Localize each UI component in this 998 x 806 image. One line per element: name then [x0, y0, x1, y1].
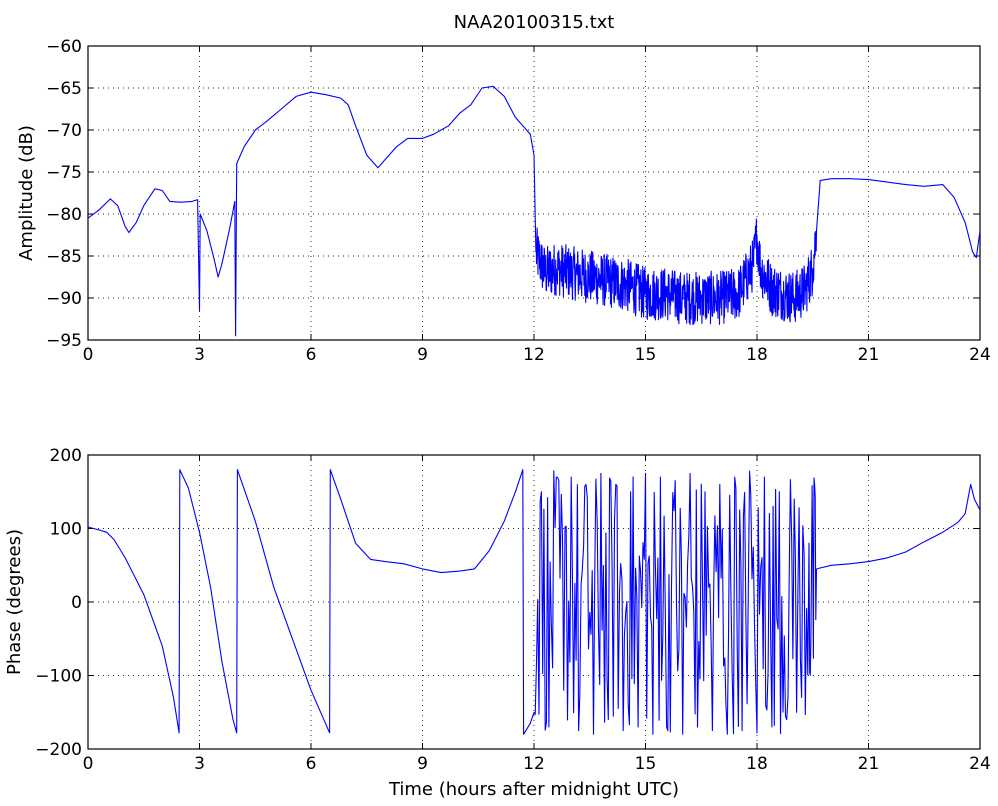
- series-line: [87, 85, 981, 337]
- x-tick-label: 21: [858, 345, 880, 365]
- x-tick-label: 15: [635, 754, 657, 774]
- x-axis-label: Time (hours after midnight UTC): [388, 779, 679, 800]
- y-tick-label: −65: [46, 79, 82, 99]
- y-tick-label: −75: [46, 163, 82, 183]
- x-tick-label: 0: [83, 754, 94, 774]
- amplitude-plot-area: [87, 45, 981, 341]
- y-tick-label: 200: [50, 446, 82, 466]
- x-tick-label: 24: [969, 754, 991, 774]
- x-tick-label: 12: [523, 754, 545, 774]
- x-tick-label: 24: [969, 345, 991, 365]
- y-tick-label: −85: [46, 247, 82, 267]
- x-tick-label: 12: [523, 345, 545, 365]
- series-line: [816, 483, 981, 570]
- phase-chart: 0 3 6 9 12 15 18 21 24 200 100 0 −100 −200 Phase (deg…: [4, 446, 991, 800]
- y-tick-label: −100: [35, 667, 82, 687]
- amplitude-ticks: 0 3 6 9 12 15 18 21 24 −60 −65 −70 −75 −80 −85 −90 −95: [46, 37, 991, 365]
- y-tick-label: −60: [46, 37, 82, 57]
- series-line: [533, 470, 818, 735]
- y-tick-label: −95: [46, 331, 82, 351]
- x-tick-label: 18: [746, 345, 768, 365]
- x-tick-label: 3: [194, 345, 205, 365]
- phase-ticks: 0 3 6 9 12 15 18 21 24 200 100 0 −100 −200: [35, 446, 991, 774]
- phase-y-axis-label: Phase (degrees): [4, 529, 25, 675]
- y-tick-label: −90: [46, 289, 82, 309]
- x-tick-label: 18: [746, 754, 768, 774]
- y-tick-label: −80: [46, 205, 82, 225]
- phase-series: [87, 469, 981, 735]
- x-tick-label: 9: [417, 754, 428, 774]
- amplitude-series: [87, 85, 981, 337]
- x-tick-label: 6: [306, 345, 317, 365]
- amplitude-y-axis-label: Amplitude (dB): [16, 125, 37, 261]
- chart-title: NAA20100315.txt: [454, 12, 615, 33]
- y-tick-label: −200: [35, 740, 82, 760]
- x-tick-label: 9: [417, 345, 428, 365]
- x-tick-label: 6: [306, 754, 317, 774]
- x-tick-label: 21: [858, 754, 880, 774]
- x-tick-label: 3: [194, 754, 205, 774]
- y-tick-label: −70: [46, 121, 82, 141]
- y-tick-label: 0: [71, 593, 82, 613]
- x-tick-label: 0: [83, 345, 94, 365]
- series-line: [87, 469, 535, 735]
- amplitude-chart: 0 3 6 9 12 15 18 21 24 −60 −65 −70 −75 −80 −85 −90 −95 N…: [16, 12, 991, 365]
- y-tick-label: 100: [50, 520, 82, 540]
- x-tick-label: 15: [635, 345, 657, 365]
